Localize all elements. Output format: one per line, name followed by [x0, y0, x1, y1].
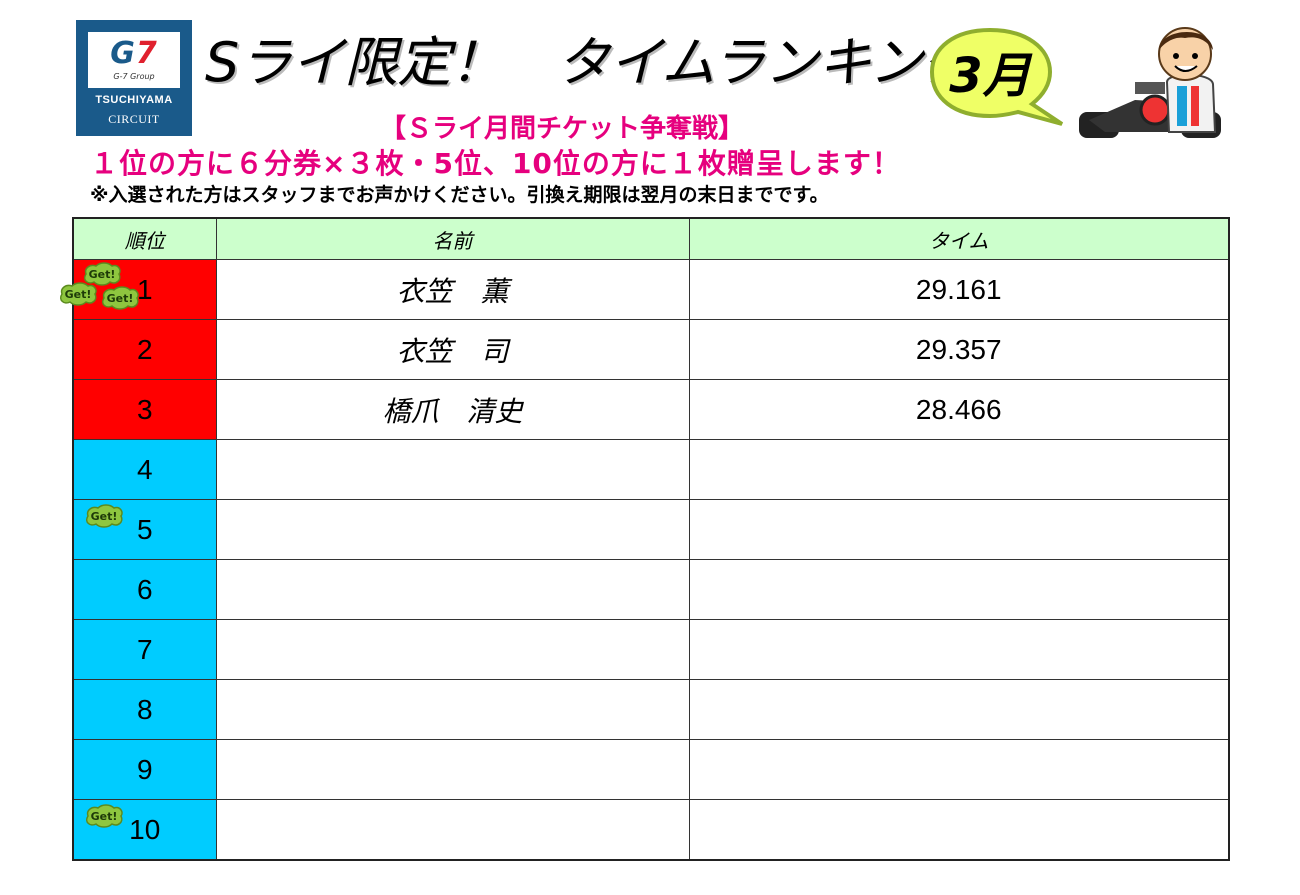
- get-badge-icon: Get!: [83, 262, 121, 286]
- rank-cell: 1 Get! Get! Get!: [59, 259, 217, 320]
- get-badge-label: Get!: [91, 810, 118, 823]
- get-badge-icon: Get!: [101, 286, 139, 310]
- name-cell: [215, 619, 690, 680]
- logo-mark: G7: [110, 36, 158, 71]
- rank-number: 5: [136, 513, 153, 545]
- get-badge-label: Get!: [65, 288, 92, 301]
- table-row: 7: [72, 619, 1230, 680]
- get-badge-icon: Get!: [85, 804, 123, 828]
- table-row: 6: [72, 559, 1230, 620]
- get-badge-label: Get!: [89, 268, 116, 281]
- rank-number: 10: [129, 813, 161, 845]
- table-row: 2 衣笠 司 29.357: [72, 319, 1230, 380]
- name-cell: [215, 499, 690, 560]
- kart-driver-mascot-icon: [1079, 27, 1221, 138]
- rank-number: 9: [136, 753, 153, 785]
- table-row: 10 Get!: [72, 799, 1230, 861]
- rank-number: 6: [136, 573, 153, 605]
- ranking-table: 順位 名前 タイム 1 Get! Get! Get! 衣笠 薫 29.161 2 衣笠 司 29…: [59, 217, 1230, 861]
- rank-cell: 5 Get!: [72, 499, 217, 560]
- ranking-rows: 1 Get! Get! Get! 衣笠 薫 29.161 2 衣笠 司 29.357 3 橋爪 清史…: [59, 259, 1230, 861]
- month-label: 3月: [949, 48, 1031, 104]
- get-badge-icon: Get!: [59, 282, 97, 306]
- table-row: 9: [72, 739, 1230, 800]
- name-cell: 衣笠 司: [215, 319, 690, 380]
- header-rank: 順位: [72, 217, 217, 260]
- redemption-note: ※入選された方はスタッフまでお声かけください。引換え期限は翌月の末日までです。: [90, 184, 829, 206]
- rank-number: 3: [136, 393, 153, 425]
- time-cell: 29.357: [688, 319, 1230, 380]
- rank-cell: 10 Get!: [72, 799, 217, 861]
- name-cell: [215, 739, 690, 800]
- campaign-subtitle: 【Ｓライ月間チケット争奪戦】: [380, 114, 745, 144]
- rank-cell: 4: [72, 439, 217, 500]
- name-cell: [215, 679, 690, 740]
- prize-description: １位の方に６分券×３枚・5位、10位の方に１枚贈呈します！: [90, 147, 901, 180]
- table-row: 8: [72, 679, 1230, 740]
- table-row: 1 Get! Get! Get! 衣笠 薫 29.161: [59, 259, 1230, 320]
- logo-mark-panel: G7 G-7 Group: [88, 32, 180, 88]
- name-cell: 衣笠 薫: [215, 259, 690, 320]
- time-cell: [688, 439, 1230, 500]
- page-title: Sライ限定！ タイムランキング: [205, 31, 976, 94]
- name-cell: 橋爪 清史: [215, 379, 690, 440]
- table-row: 3 橋爪 清史 28.466: [72, 379, 1230, 440]
- time-cell: [688, 559, 1230, 620]
- rank-number: 1: [136, 273, 153, 305]
- time-cell: [688, 799, 1230, 861]
- time-cell: [688, 679, 1230, 740]
- rank-cell: 2: [72, 319, 217, 380]
- time-cell: 28.466: [688, 379, 1230, 440]
- rank-number: 4: [136, 453, 153, 485]
- name-cell: [215, 559, 690, 620]
- rank-cell: 9: [72, 739, 217, 800]
- name-cell: [215, 439, 690, 500]
- time-cell: [688, 499, 1230, 560]
- get-badge-icon: Get!: [85, 504, 123, 528]
- rank-cell: 3: [72, 379, 217, 440]
- rank-cell: 8: [72, 679, 217, 740]
- rank-cell: 6: [72, 559, 217, 620]
- speech-bubble-icon: [929, 27, 1064, 126]
- rank-number: 8: [136, 693, 153, 725]
- time-cell: 29.161: [688, 259, 1230, 320]
- name-cell: [215, 799, 690, 861]
- logo-line1: TSUCHIYAMA: [95, 94, 173, 106]
- table-row: 4: [72, 439, 1230, 500]
- rank-cell: 7: [72, 619, 217, 680]
- logo-group-text: G-7 Group: [113, 72, 155, 81]
- time-cell: [688, 739, 1230, 800]
- time-cell: [688, 619, 1230, 680]
- header-name: 名前: [215, 217, 690, 260]
- circuit-logo: G7 G-7 Group TSUCHIYAMA CIRCUIT: [76, 20, 192, 136]
- rank-number: 7: [136, 633, 153, 665]
- get-badge-label: Get!: [107, 292, 134, 305]
- table-row: 5 Get!: [72, 499, 1230, 560]
- get-badge-label: Get!: [91, 510, 118, 523]
- logo-line2: CIRCUIT: [108, 112, 160, 126]
- table-header-row: 順位 名前 タイム: [72, 217, 1230, 260]
- header-time: タイム: [688, 217, 1230, 260]
- rank-number: 2: [136, 333, 153, 365]
